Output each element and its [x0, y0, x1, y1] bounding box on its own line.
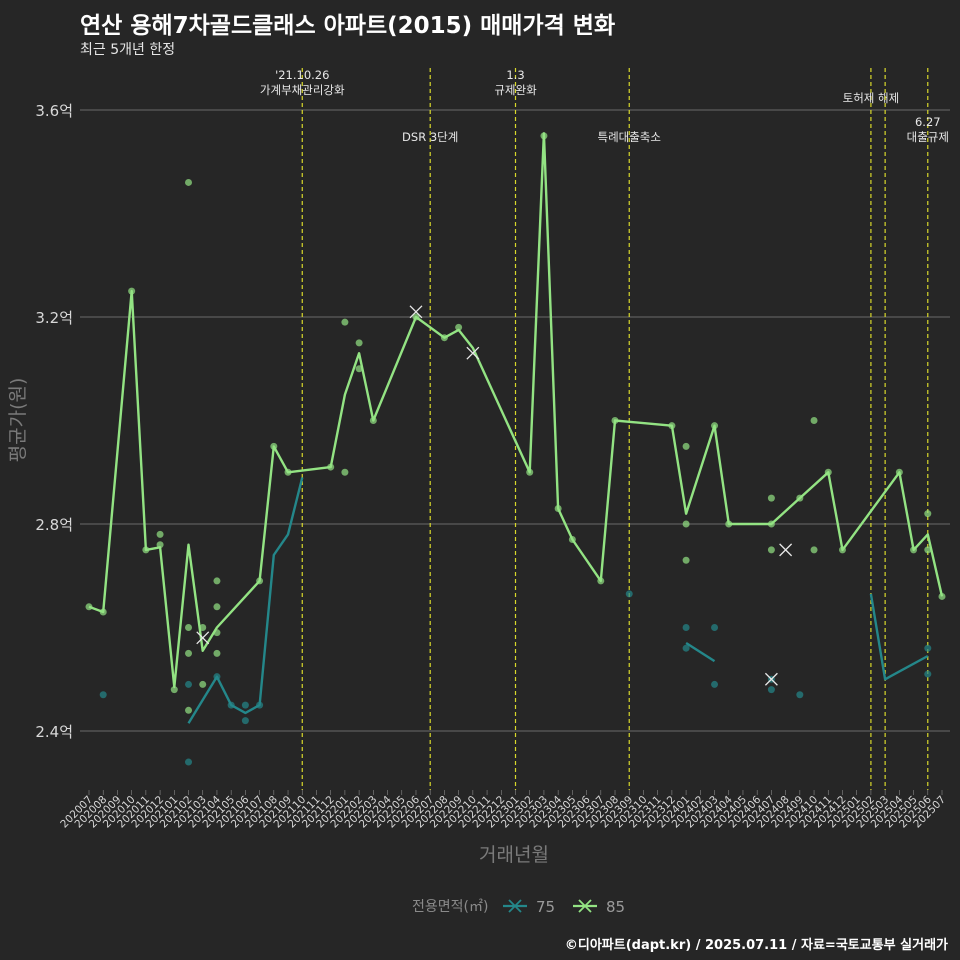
data-point-75 [241, 717, 249, 725]
data-point-85 [938, 592, 946, 600]
event-label: 토허제 해제 [843, 91, 900, 105]
y-axis: 2.4억 2.8억 3.2억 3.6억 [35, 102, 73, 741]
x-axis-label: 거래년월 [479, 844, 549, 866]
series-line-75 [869, 593, 929, 681]
data-point-85 [341, 318, 349, 326]
data-point-75 [99, 691, 107, 699]
data-point-85 [682, 520, 690, 528]
series-layer [85, 132, 946, 766]
data-point-85 [185, 706, 193, 714]
data-point-75 [682, 624, 690, 631]
credit-line: ©디아파트(dapt.kr) / 2025.07.11 / 자료=국토교통부 실… [564, 938, 948, 953]
event-label: 특례대출축소 [597, 130, 660, 144]
data-point-75 [185, 758, 193, 766]
data-point-85 [185, 649, 193, 657]
data-point-85 [341, 468, 349, 476]
legend-item-label: 85 [606, 898, 625, 916]
data-point-75 [924, 670, 932, 678]
y-tick-label: 3.6억 [35, 102, 73, 120]
chart-title: 연산 용해7차골드클래스 아파트(2015) 매매가격 변화 [80, 13, 616, 39]
data-point-85 [213, 577, 221, 585]
data-point-85 [810, 546, 818, 554]
series-line-85 [88, 132, 944, 689]
data-point-75 [625, 590, 633, 598]
data-point-75 [682, 644, 690, 652]
event-label: 6.27 [915, 115, 941, 129]
data-point-85 [767, 546, 775, 554]
cross-marker-75 [764, 672, 778, 686]
data-point-85 [682, 556, 690, 564]
data-point-85 [185, 624, 193, 631]
y-tick-label: 3.2억 [35, 309, 73, 327]
legend-item-label: 75 [536, 898, 555, 916]
data-point-85 [199, 680, 207, 688]
legend: 전용면적(㎡) 75 85 [412, 898, 625, 916]
data-point-85 [213, 649, 221, 657]
y-tick-label: 2.4억 [35, 723, 73, 741]
data-point-85 [185, 178, 193, 186]
data-point-85 [156, 530, 164, 538]
data-point-85 [924, 510, 932, 518]
x-axis: 2020072020082020092020102020112020122021… [58, 790, 948, 830]
data-point-75 [796, 691, 804, 699]
data-point-85 [355, 339, 363, 347]
data-point-75 [767, 686, 775, 694]
data-point-85 [810, 417, 818, 424]
series-line-75 [685, 641, 716, 663]
event-label: 규제완화 [494, 83, 537, 97]
event-label: '21.10.26 [275, 68, 329, 82]
y-tick-label: 2.8억 [35, 516, 73, 534]
legend-title: 전용면적(㎡) [412, 899, 488, 915]
event-label: 가계부채관리강화 [260, 83, 345, 97]
data-point-75 [185, 680, 193, 688]
cross-marker-85 [779, 543, 793, 557]
cross-marker-85 [466, 346, 480, 360]
legend-swatch-cross [508, 899, 522, 913]
cross-marker-85 [196, 631, 210, 645]
data-point-85 [924, 546, 932, 554]
data-point-75 [241, 701, 249, 709]
series-line-75 [187, 477, 304, 724]
data-point-85 [767, 494, 775, 502]
data-point-75 [711, 680, 719, 688]
data-point-85 [170, 686, 178, 694]
cross-marker-85 [409, 305, 423, 319]
data-point-85 [213, 603, 221, 611]
event-label: 1.3 [506, 68, 524, 82]
data-point-85 [455, 323, 463, 331]
event-label: 대출규제 [907, 130, 949, 144]
chart-subtitle: 최근 5개년 한정 [80, 42, 176, 58]
event-label: DSR 3단계 [402, 130, 458, 144]
data-point-75 [924, 644, 932, 652]
legend-swatch-cross [578, 899, 592, 913]
data-point-75 [711, 624, 719, 631]
y-axis-label: 평균가(원) [7, 378, 29, 463]
data-point-85 [682, 442, 690, 450]
